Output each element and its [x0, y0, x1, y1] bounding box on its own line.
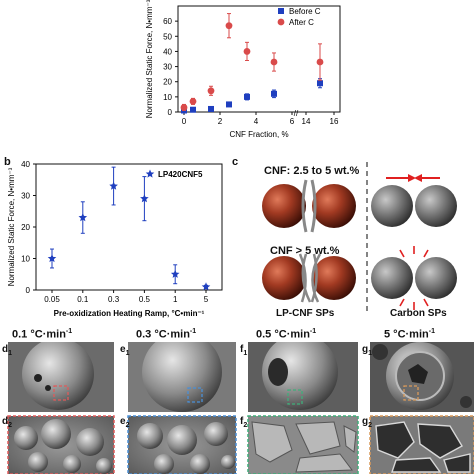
chart-a-xlabel: CNF Fraction, %: [229, 130, 288, 139]
micrograph-label-3: 0.5 °C·min-1: [256, 328, 317, 341]
micrograph-label-1: 0.1 °C·min-1: [12, 328, 73, 341]
sem-g2: [369, 415, 474, 474]
chart-a-xtick-label: 16: [330, 117, 339, 126]
chart-b-point: [140, 194, 149, 203]
chart-a-xtick-label: 2: [218, 117, 223, 126]
chart-b-point: [170, 269, 180, 278]
chart-a-point-after: [180, 104, 188, 111]
arrow-left-head: [414, 174, 422, 182]
chart-b-xtick-label: 1: [173, 295, 178, 304]
chart-b-ytick-label: 10: [21, 255, 30, 264]
cnf-fibers-row1: [301, 179, 317, 233]
chart-a-ytick-label: 60: [163, 17, 172, 26]
chart-a-point-before: [244, 93, 250, 100]
micrograph-label-2: 0.3 °C·min-1: [136, 328, 197, 341]
panel-label-f2: f2: [240, 416, 248, 429]
chart-a-point-after: [189, 98, 197, 105]
carbon-sphere-2a: [371, 257, 413, 299]
chart-b-xtick-label: 5: [204, 295, 209, 304]
chart-a-legend-label: Before C: [289, 7, 321, 16]
chart-b-xtick-label: 0.05: [44, 295, 60, 304]
panel-label-d2: d2: [2, 416, 13, 429]
panel-c-schematic: CNF: 2.5 to 5 wt.% CNF > 5 wt.% LP-CNF S…: [262, 162, 457, 319]
chart-b-frame: [35, 163, 223, 291]
chart-a-legend-label: After C: [289, 18, 314, 27]
carbon-sphere-2b: [415, 257, 457, 299]
chart-a-xtick-label: 0: [182, 117, 187, 126]
sem-e2: [127, 415, 237, 474]
chart-b-xtick-label: 0.3: [108, 295, 120, 304]
sem-d1: [8, 342, 114, 412]
sem-d2: [7, 415, 115, 474]
panel-label-g2: g2: [362, 416, 373, 429]
chart-b-point: [78, 213, 88, 222]
chart-b-ytick-label: 0: [26, 286, 31, 295]
chart-b-point: [201, 282, 211, 291]
chart-a-xtick-label: 14: [302, 117, 311, 126]
schematic-right-caption: Carbon SPs: [390, 308, 447, 319]
lp-cnf-sphere-1a: [262, 184, 306, 228]
panel-b-chart: 0 10 20 30 40 0.05 0.1 0.3 0.5 1 5 Pre-oxidization …: [7, 160, 223, 318]
chart-a-point-after: [243, 48, 251, 55]
sem-f1: [248, 342, 358, 412]
chart-a-ylabel: Normalized Static Force, N•mm⁻³: [145, 0, 154, 118]
chart-a-axis-break: //: [294, 109, 299, 118]
chart-b-point: [47, 254, 57, 263]
panel-label-f1: f1: [240, 344, 248, 357]
chart-a-frame: [177, 5, 341, 113]
chart-a-legend-marker: [277, 18, 285, 26]
chart-b-ytick-label: 40: [21, 160, 30, 169]
lp-cnf-sphere-2b: [312, 256, 356, 300]
carbon-sphere-1b: [415, 185, 457, 227]
chart-a-ytick-label: 10: [163, 93, 172, 102]
panel-label-g1: g1: [362, 344, 373, 357]
chart-b-point: [109, 181, 118, 190]
chart-a-point-before: [208, 105, 214, 112]
chart-a-point-after: [316, 58, 324, 66]
chart-b-xtick-label: 0.1: [77, 295, 89, 304]
chart-a-ytick-label: 30: [163, 63, 172, 72]
panel-label-e2: e2: [120, 416, 130, 429]
chart-b-xlabel: Pre-oxidization Heating Ramp, °C•min⁻¹: [54, 309, 205, 318]
chart-a-ytick-label: 20: [163, 78, 172, 87]
chart-a-point-after: [207, 87, 215, 95]
chart-a-ytick-label: 50: [163, 32, 172, 41]
chart-a-legend-marker: [278, 8, 284, 14]
micrograph-label-4: 5 °C·min-1: [384, 328, 435, 341]
chart-b-ylabel: Normalized Static Force, N•mm⁻³: [7, 167, 16, 286]
chart-b-xtick-label: 0.5: [139, 295, 151, 304]
carbon-sphere-1a: [371, 185, 413, 227]
sem-micrographs: [7, 342, 474, 474]
lp-cnf-sphere-1b: [312, 184, 356, 228]
schematic-left-caption: LP-CNF SPs: [276, 308, 335, 319]
chart-b-legend-label: LP420CNF5: [158, 170, 203, 179]
chart-a-xtick-label: 4: [254, 117, 259, 126]
lp-cnf-sphere-2a: [262, 256, 306, 300]
sem-e1: [128, 342, 236, 412]
panel-label-d1: d1: [2, 344, 13, 357]
chart-a-point-before: [271, 90, 277, 97]
chart-a-ytick-label: 40: [163, 47, 172, 56]
chart-a-point-before: [226, 101, 232, 108]
schematic-row1-label: CNF: 2.5 to 5 wt.%: [264, 165, 360, 177]
sem-g1: [370, 342, 474, 412]
chart-a-xtick-label: 6: [290, 117, 295, 126]
panel-label-c: c: [232, 156, 239, 168]
chart-a-point-after: [270, 58, 278, 66]
panel-label-b: b: [4, 156, 11, 168]
chart-b-legend-marker: [145, 169, 155, 178]
chart-a-point-after: [225, 22, 233, 30]
sem-f2: [247, 415, 359, 474]
panel-label-e1: e1: [120, 344, 130, 357]
schematic-row2-label: CNF > 5 wt.%: [270, 245, 340, 257]
chart-a-point-before: [317, 80, 323, 87]
chart-a-point-before: [190, 106, 196, 113]
cnf-fibers-row2: [298, 253, 322, 303]
panel-a-chart: 0 10 20 30 40 50 60 0 2 4 6 14 16 // CNF Fraction, % No…: [145, 0, 341, 139]
chart-a-ytick-label: 0: [168, 108, 173, 117]
repulsion-lines: [399, 246, 429, 310]
arrow-right-head: [408, 174, 416, 182]
chart-b-ytick-label: 20: [21, 223, 30, 232]
chart-b-ytick-label: 30: [21, 192, 30, 201]
